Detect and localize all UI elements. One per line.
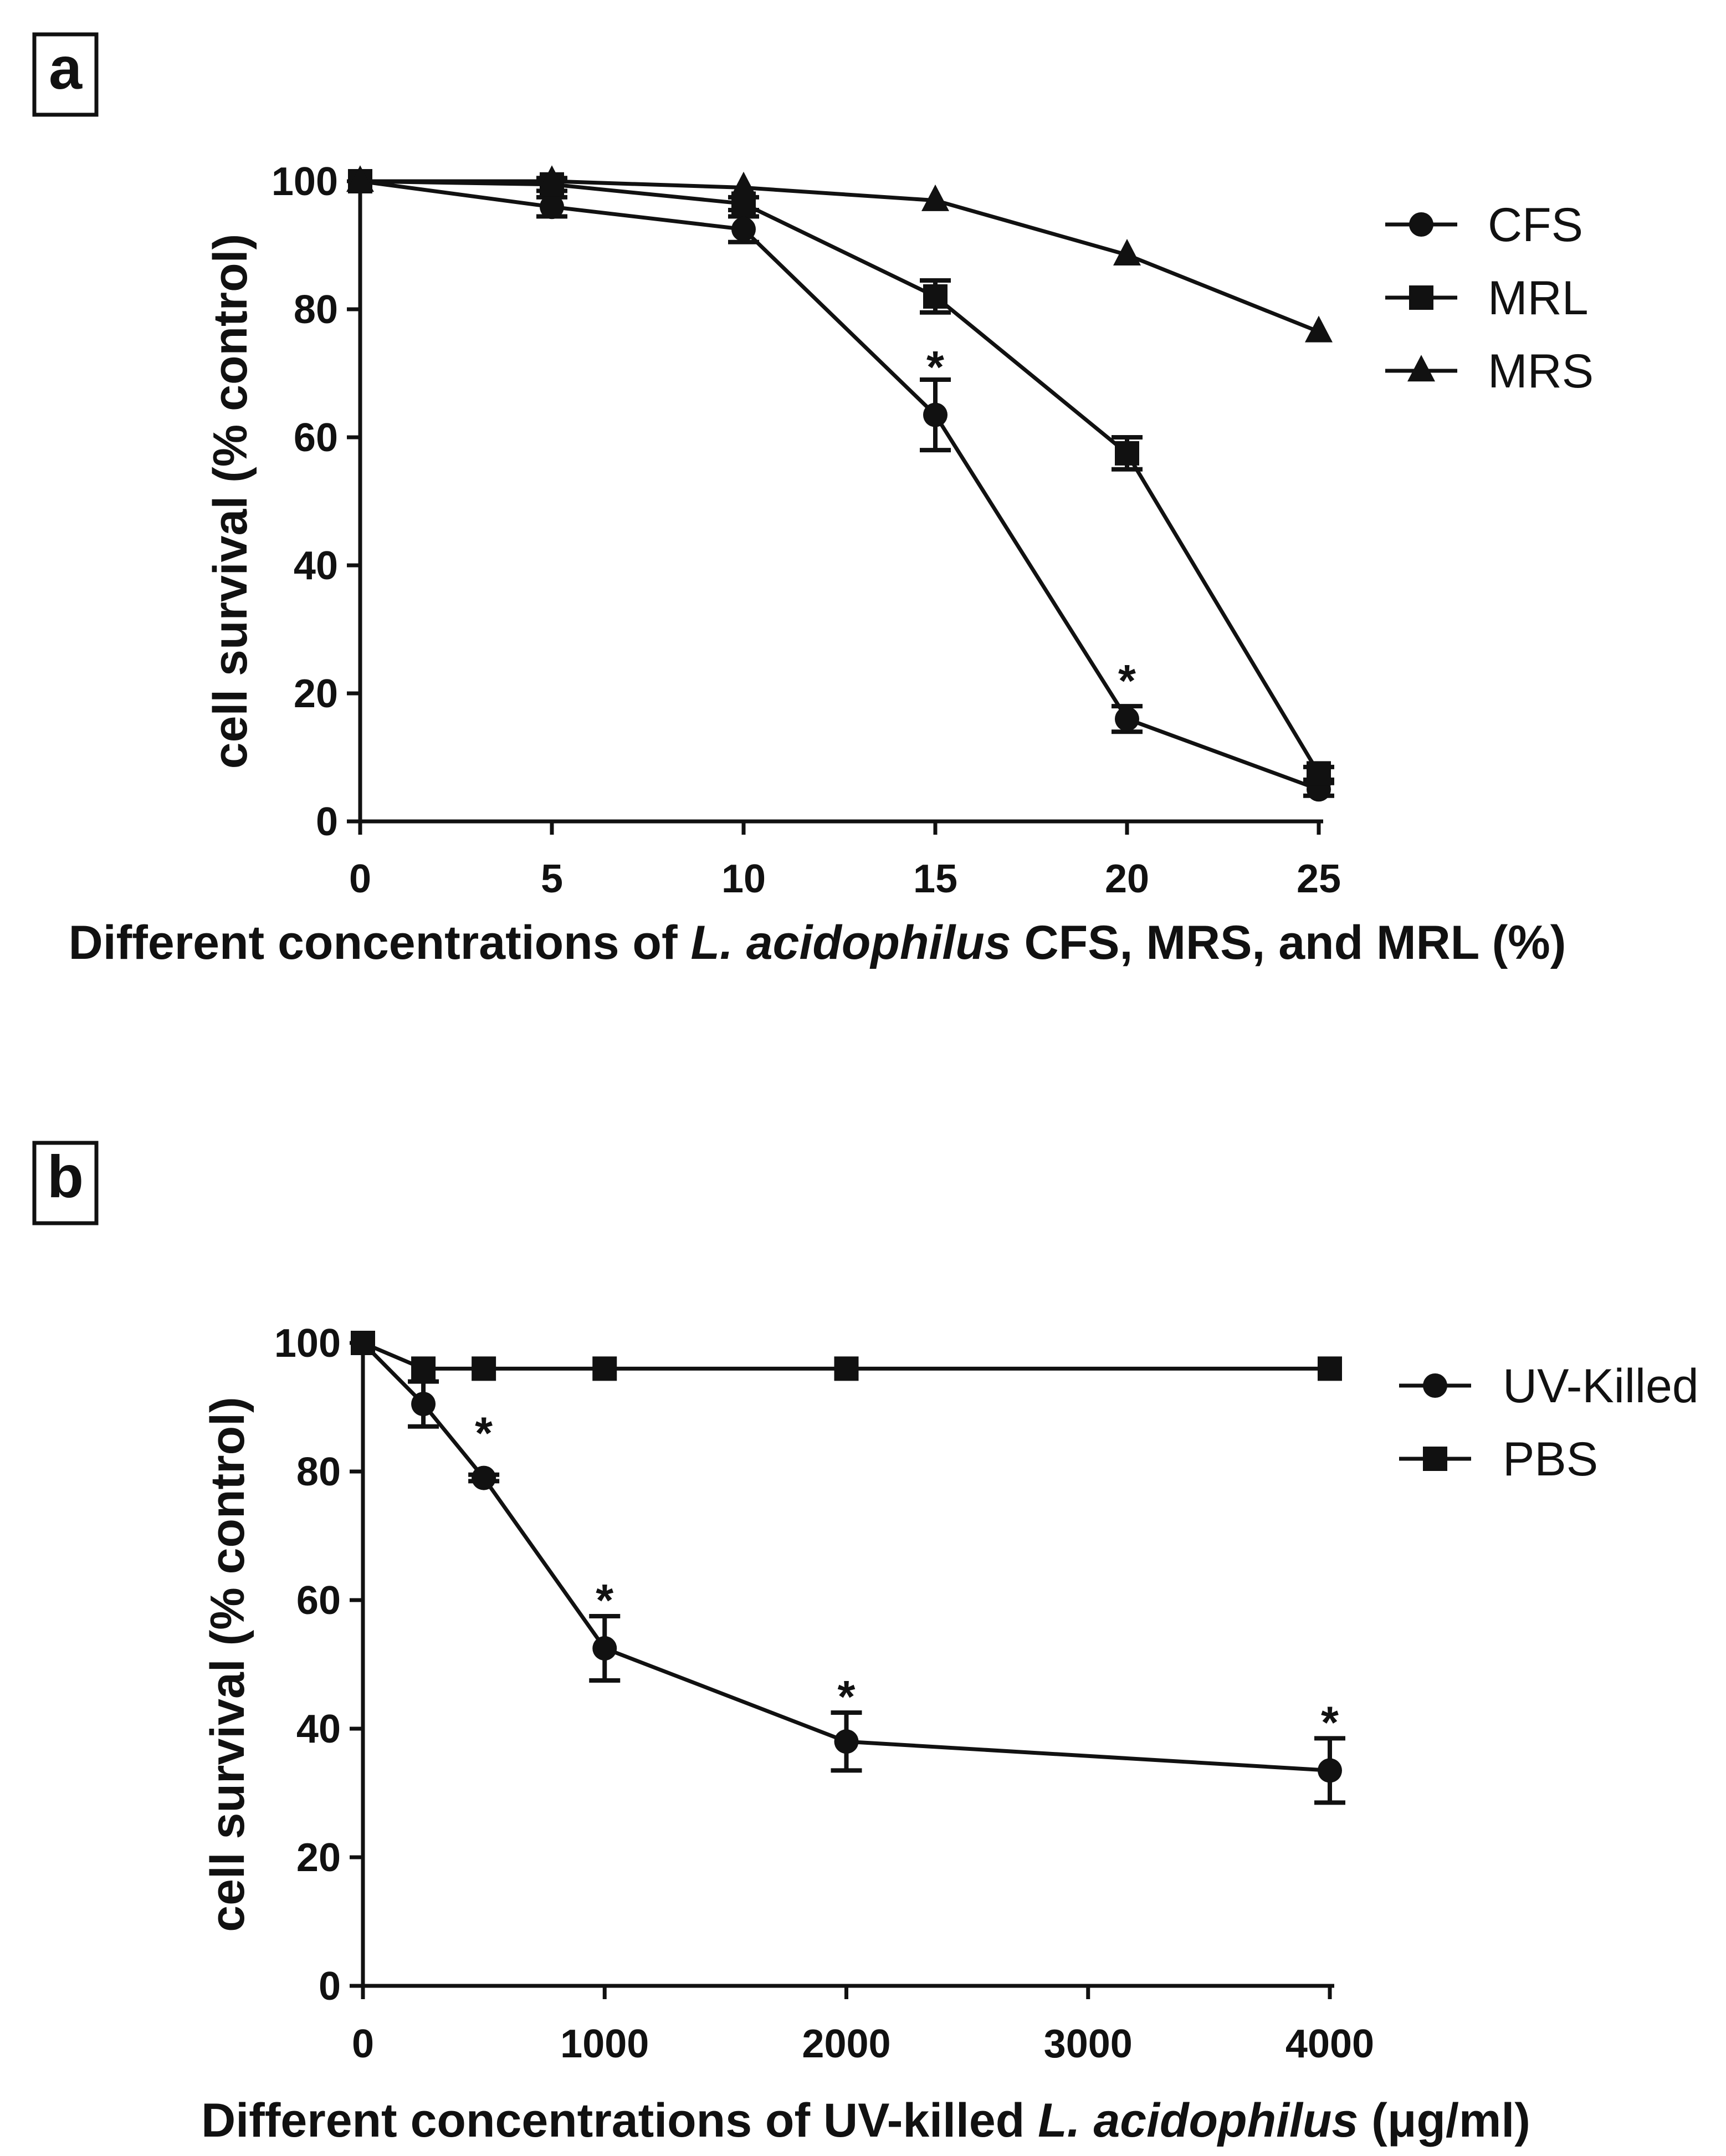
panel-letter-box (32, 32, 99, 117)
data-point-pbs (472, 1356, 496, 1381)
chart-panel-a: a 0 5 10 15 20 25 0 20 40 60 80 100 cell survival (% … (32, 32, 1594, 969)
legend-marker (1423, 1373, 1447, 1398)
data-point-uv-killed (411, 1392, 436, 1417)
significance-star: * (1321, 1698, 1339, 1748)
y-axis-title: cell survival (% control) (204, 234, 257, 769)
y-tick-label: 40 (296, 1707, 341, 1751)
x-axis-title-part: Different concentrations of UV-killed (201, 2094, 1038, 2147)
series-line-mrs (360, 179, 1320, 334)
data-point-mrs (538, 165, 566, 192)
x-axis-title: Different concentrations of L. acidophil… (69, 916, 1566, 969)
x-tick-label: 2000 (802, 2022, 890, 2066)
legend-entry-mrl: MRL (1385, 272, 1589, 325)
data-point-mrl (1115, 441, 1139, 466)
y-tick-label: 40 (294, 544, 338, 588)
legend-marker (1423, 1447, 1447, 1471)
x-axis-title-part: (μg/ml) (1358, 2094, 1530, 2147)
data-point-uv-killed (1318, 1758, 1342, 1783)
legend-entry-pbs: PBS (1399, 1433, 1598, 1486)
data-point-mrs (1113, 239, 1141, 266)
y-tick-label: 80 (294, 288, 338, 332)
panel-letter-box (32, 1141, 99, 1225)
y-tick-label: 80 (296, 1450, 341, 1494)
legend-entry-mrs: MRS (1385, 345, 1594, 398)
legend-marker (1409, 212, 1433, 237)
data-point-uv-killed (834, 1729, 859, 1754)
data-point-cfs (731, 217, 756, 242)
legend-marker (1409, 285, 1433, 310)
x-axis-title-part: CFS, MRS, and MRL (%) (1011, 916, 1566, 969)
y-axis-title: cell survival (% control) (201, 1397, 254, 1932)
y-tick-label: 100 (274, 1321, 341, 1366)
y-tick-label: 60 (294, 416, 338, 460)
series-cfs (348, 169, 1334, 802)
series-mrl (348, 169, 1334, 786)
data-point-mrs (1305, 315, 1333, 343)
significance-star: * (1118, 656, 1136, 706)
data-point-pbs (834, 1356, 859, 1381)
chart-panel-b: b 0 1000 2000 3000 4000 0 20 40 60 80 100 cell survi… (32, 1141, 1699, 2147)
legend-label: MRS (1488, 345, 1594, 398)
x-axis-title-part: Different concentrations of (69, 916, 691, 969)
x-tick-label: 1000 (560, 2022, 649, 2066)
x-tick-label: 5 (541, 857, 563, 901)
y-tick-label: 20 (296, 1836, 341, 1880)
legend-marker (1407, 355, 1435, 382)
x-axis-title-part: L. acidophilus (1038, 2094, 1358, 2147)
legend-label: MRL (1488, 272, 1589, 325)
series-line-cfs (360, 179, 1320, 791)
data-point-pbs (411, 1356, 436, 1381)
series-line-mrl (360, 179, 1321, 775)
x-tick-label: 15 (913, 857, 957, 901)
series-line-uv-killed (361, 1341, 1330, 1772)
legend-entry-cfs: CFS (1385, 198, 1583, 252)
data-point-cfs (923, 402, 947, 427)
x-tick-label: 20 (1105, 857, 1149, 901)
data-point-pbs (1318, 1356, 1342, 1381)
panel-letter: a (49, 34, 83, 101)
data-point-mrl (923, 284, 947, 309)
y-tick-label: 60 (296, 1578, 341, 1623)
data-point-mrl (1307, 761, 1331, 786)
data-point-cfs (540, 195, 564, 219)
legend-label: PBS (1503, 1433, 1598, 1486)
y-tick-label: 20 (294, 672, 338, 716)
data-point-pbs (351, 1331, 375, 1355)
x-tick-label: 4000 (1285, 2022, 1374, 2066)
legend-label: CFS (1488, 198, 1583, 252)
x-tick-label: 25 (1297, 857, 1341, 901)
x-tick-label: 0 (349, 857, 371, 901)
significance-star: * (838, 1672, 856, 1722)
legend-label: UV-Killed (1503, 1360, 1699, 1413)
x-axis-title-part: L. acidophilus (690, 916, 1011, 969)
significance-star: * (596, 1575, 613, 1626)
series-pbs (351, 1331, 1342, 1381)
data-point-mrs (346, 165, 374, 192)
x-tick-label: 10 (721, 857, 766, 901)
legend-entry-uv-killed: UV-Killed (1399, 1360, 1699, 1413)
data-point-mrs (921, 184, 949, 211)
x-tick-label: 3000 (1044, 2022, 1133, 2066)
data-point-pbs (592, 1356, 617, 1381)
significance-star: * (475, 1408, 493, 1459)
x-axis-title: Different concentrations of UV-killed L.… (201, 2094, 1530, 2147)
data-point-cfs (1115, 707, 1139, 732)
data-point-uv-killed (592, 1636, 617, 1661)
panel-letter: b (47, 1143, 84, 1210)
series-uv-killed (351, 1331, 1345, 1805)
series-mrs (346, 165, 1333, 343)
x-tick-label: 0 (352, 2022, 374, 2066)
significance-star: * (926, 342, 944, 392)
y-tick-label: 0 (319, 1964, 341, 2009)
data-point-uv-killed (472, 1465, 496, 1490)
data-point-mrs (730, 171, 757, 198)
y-tick-label: 100 (272, 160, 338, 204)
y-tick-label: 0 (316, 800, 338, 844)
